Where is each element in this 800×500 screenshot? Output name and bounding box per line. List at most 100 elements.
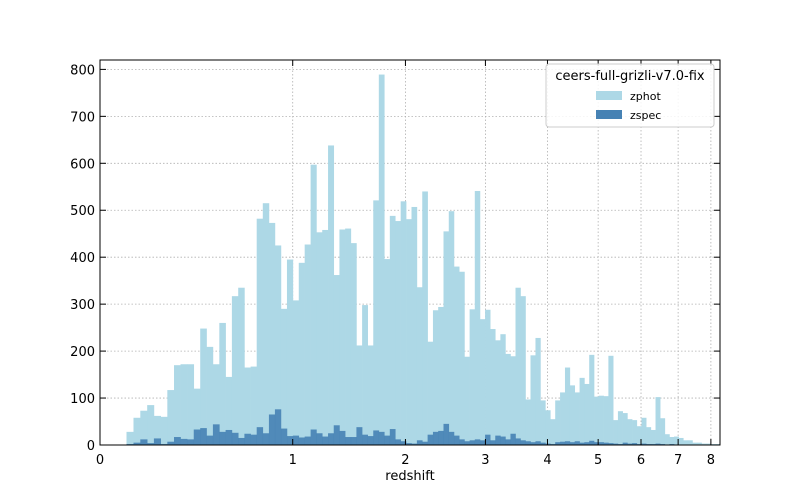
zphot-bar — [427, 341, 434, 445]
zspec-bar — [200, 428, 207, 445]
zphot-bars — [126, 74, 721, 446]
zspec-bar — [389, 429, 396, 445]
zphot-bar — [555, 400, 561, 445]
zspec-bar — [339, 430, 346, 445]
zspec-bar — [256, 427, 264, 445]
zphot-bar — [669, 437, 675, 445]
zspec-bar — [250, 434, 257, 445]
zspec-bar — [206, 435, 214, 445]
zphot-bar — [453, 266, 460, 445]
zspec-bar — [490, 440, 496, 445]
zspec-bar — [608, 443, 614, 445]
zphot-bar — [464, 356, 470, 445]
zspec-bar — [474, 439, 481, 445]
zphot-bar — [655, 397, 661, 445]
plot-frame — [99, 59, 721, 446]
legend-box — [545, 63, 715, 128]
zphot-bar — [545, 410, 551, 445]
zspec-bar — [520, 440, 526, 445]
zspec-bar — [274, 409, 282, 445]
zphot-bar — [389, 215, 396, 445]
zspec-bar — [310, 429, 317, 445]
zspec-bars — [126, 409, 689, 445]
zspec-bar — [627, 443, 633, 445]
zphot-bar — [153, 415, 162, 445]
zspec-bar — [485, 434, 491, 445]
zphot-bar — [286, 259, 294, 445]
zphot-bar — [598, 395, 604, 445]
y-tick-label: 700 — [70, 110, 95, 125]
zphot-bar — [174, 365, 181, 445]
zphot-bar — [490, 329, 496, 445]
zspec-bar — [453, 435, 460, 445]
zspec-bar — [298, 437, 305, 445]
zspec-bar — [292, 435, 300, 445]
zphot-bar — [701, 443, 707, 445]
zspec-bar — [469, 440, 476, 445]
y-tick-label: 500 — [70, 204, 95, 219]
zphot-bar — [515, 287, 521, 445]
zphot-bar — [422, 191, 428, 445]
zspec-bar — [603, 442, 609, 445]
zphot-bar — [225, 376, 233, 445]
zspec-bar — [584, 442, 590, 445]
x-tick-label: 2 — [401, 453, 409, 468]
zspec-bar — [345, 437, 352, 445]
y-tick-label: 800 — [70, 63, 95, 78]
zspec-bar — [378, 431, 385, 445]
zphot-bar — [627, 419, 633, 445]
zphot-bar — [350, 243, 357, 445]
zphot-bar — [406, 219, 412, 445]
x-tick-label: 1 — [289, 453, 297, 468]
zphot-bar — [448, 211, 455, 445]
x-tick-label: 6 — [637, 453, 645, 468]
zphot-bar — [579, 377, 585, 445]
zphot-bar — [147, 405, 155, 445]
zphot-bar — [678, 437, 684, 445]
x-tick-label: 3 — [481, 453, 489, 468]
zphot-bar — [530, 355, 536, 445]
zspec-bar — [464, 441, 470, 445]
zphot-bar — [400, 201, 407, 445]
x-tick-label: 7 — [674, 453, 682, 468]
axis-ticks — [99, 60, 720, 446]
zspec-bar — [322, 436, 329, 445]
x-axis-title: redshift — [385, 469, 434, 484]
zphot-bar — [469, 309, 476, 445]
zphot-bar — [395, 221, 401, 445]
zspec-bar — [535, 441, 541, 445]
zphot-bar — [238, 287, 245, 445]
zspec-bar — [212, 424, 220, 445]
zspec-bar — [400, 441, 407, 445]
zphot-bar — [411, 206, 418, 445]
zspec-bar — [574, 441, 580, 445]
zspec-bar — [262, 433, 270, 445]
zphot-bar — [160, 416, 168, 445]
zphot-bar — [525, 399, 531, 445]
zphot-bar — [520, 296, 526, 445]
zspec-bar — [350, 437, 357, 445]
zspec-bar — [411, 443, 418, 445]
zphot-bar — [589, 354, 595, 445]
zspec-bar — [406, 443, 412, 445]
zphot-bar — [268, 222, 276, 445]
zspec-bar — [362, 434, 368, 445]
zphot-bar — [550, 419, 556, 445]
zphot-bar — [479, 319, 486, 445]
zspec-bar — [569, 442, 576, 445]
zspec-bar — [594, 442, 600, 445]
zphot-bar — [706, 443, 711, 445]
zspec-bar — [479, 440, 486, 445]
x-tick-label: 4 — [543, 453, 551, 468]
zspec-bar — [356, 427, 363, 445]
zphot-bar — [328, 145, 335, 445]
zphot-bar — [367, 345, 374, 445]
zphot-bar — [474, 190, 481, 445]
zspec-bar — [560, 441, 566, 445]
zspec-bar — [613, 443, 619, 445]
zspec-bar — [328, 433, 335, 445]
x-tick-label: 5 — [594, 453, 602, 468]
zphot-bar — [378, 74, 385, 446]
legend-swatch-zphot — [596, 91, 622, 100]
